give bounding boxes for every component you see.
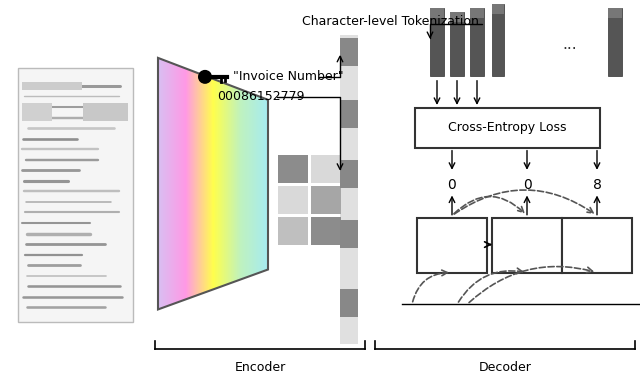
Bar <box>311 186 341 214</box>
Text: ...: ... <box>563 37 577 53</box>
Text: "Invoice Number": "Invoice Number" <box>233 70 344 84</box>
Bar <box>22 82 82 90</box>
Bar <box>417 218 487 273</box>
Text: 0: 0 <box>523 178 531 192</box>
Bar <box>492 4 504 76</box>
Bar <box>470 8 484 76</box>
Bar <box>450 12 464 76</box>
Bar <box>18 68 133 322</box>
Bar <box>450 12 464 22</box>
Bar <box>608 8 622 76</box>
Bar <box>430 8 444 18</box>
Bar <box>492 218 562 273</box>
Bar <box>470 8 484 18</box>
Bar <box>278 217 308 245</box>
Bar <box>608 8 622 18</box>
Bar <box>340 290 358 318</box>
Bar <box>562 218 632 273</box>
Bar <box>492 4 504 14</box>
Bar <box>340 220 358 248</box>
Text: 0: 0 <box>447 178 456 192</box>
Bar <box>340 160 358 187</box>
Bar <box>340 38 358 66</box>
Text: Cross-Entropy Loss: Cross-Entropy Loss <box>448 121 567 134</box>
Text: Character-level Tokenization: Character-level Tokenization <box>301 15 479 28</box>
Bar <box>340 35 358 344</box>
Bar <box>311 217 341 245</box>
Text: 8: 8 <box>593 178 602 192</box>
Bar <box>430 8 444 76</box>
Bar <box>415 108 600 148</box>
Text: Encoder: Encoder <box>234 361 285 374</box>
Bar <box>22 103 52 121</box>
Bar <box>340 100 358 128</box>
Bar <box>83 103 128 121</box>
Text: Decoder: Decoder <box>479 361 531 374</box>
Bar <box>311 155 341 183</box>
Circle shape <box>198 70 212 84</box>
Bar <box>278 155 308 183</box>
Bar <box>278 186 308 214</box>
Text: 00086152779: 00086152779 <box>217 90 305 103</box>
